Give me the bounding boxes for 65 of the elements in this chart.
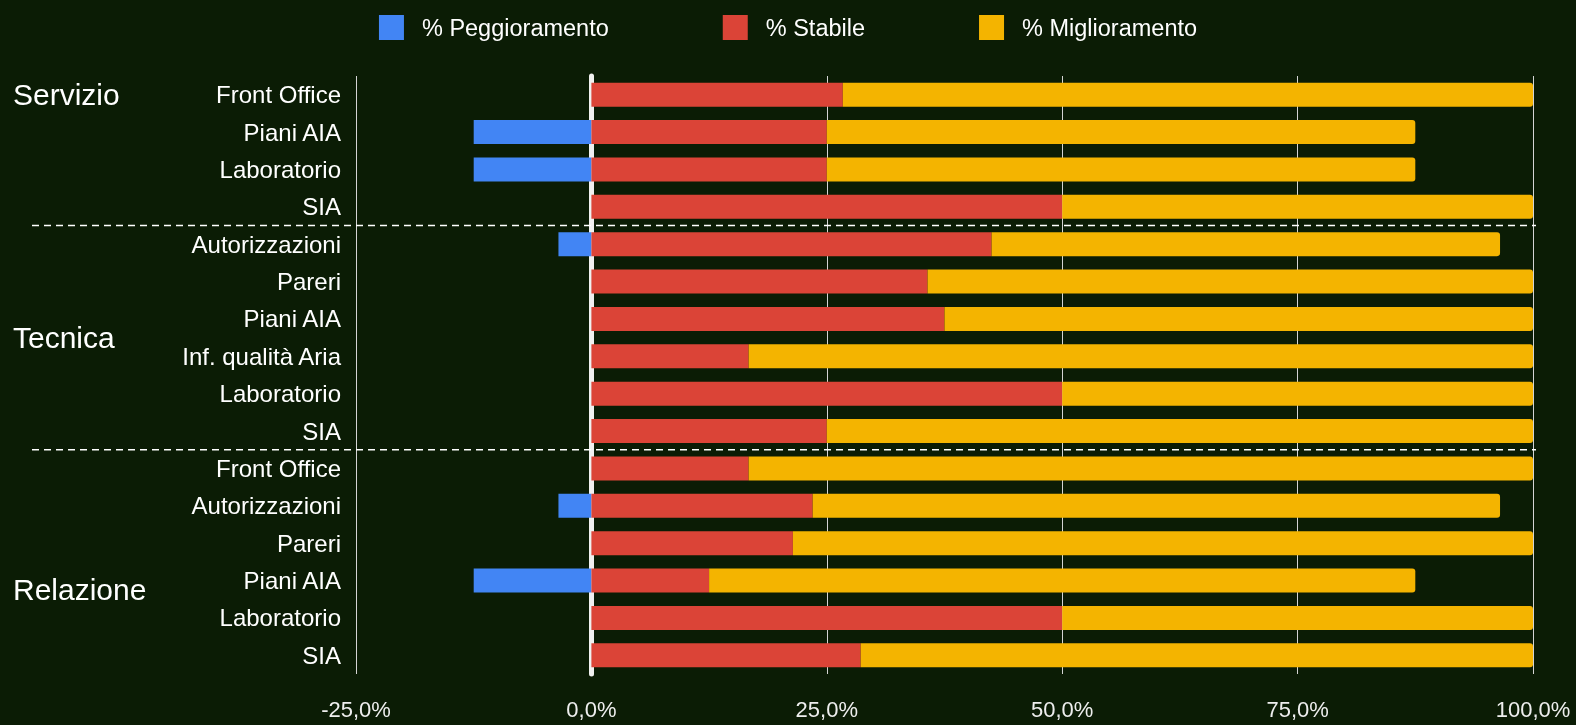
bar <box>1062 605 1533 630</box>
y-tick-label: Autorizzazioni <box>191 492 341 520</box>
bar <box>591 381 1063 406</box>
bar <box>473 568 592 593</box>
text: Relazione <box>13 573 147 607</box>
text: Tecnica <box>13 321 116 355</box>
y-tick-label: SIA <box>302 417 341 445</box>
bar <box>1062 194 1533 219</box>
bar <box>558 493 592 518</box>
bar <box>591 232 992 257</box>
bar <box>591 82 843 107</box>
bar <box>473 157 592 182</box>
legend-label: % Stabile <box>765 14 866 41</box>
bar <box>591 120 827 145</box>
bar <box>944 306 1533 331</box>
x-tick-label: 50,0% <box>1031 696 1094 722</box>
bar <box>748 456 1533 481</box>
bar <box>860 643 1533 668</box>
bar <box>842 82 1533 107</box>
bar <box>792 531 1533 556</box>
bar <box>826 157 1416 182</box>
y-tick-label: Laboratorio <box>219 380 341 408</box>
bar <box>591 269 928 294</box>
y-tick-label: Front Office <box>216 81 341 109</box>
legend-label: % Peggioramento <box>421 14 609 41</box>
bar <box>591 157 827 182</box>
y-tick-label: Front Office <box>216 454 341 482</box>
y-tick-label: SIA <box>302 641 341 669</box>
y-tick-label: SIA <box>302 193 341 221</box>
y-tick-label: Autorizzazioni <box>191 230 341 258</box>
bar <box>591 605 1063 630</box>
y-tick-label: Laboratorio <box>219 155 341 183</box>
bar <box>991 232 1501 257</box>
x-tick-label: 0,0% <box>566 696 617 722</box>
bar <box>812 493 1501 518</box>
y-tick-label: Piani AIA <box>243 118 341 146</box>
bar <box>591 531 793 556</box>
bar <box>1062 381 1533 406</box>
bar <box>591 456 749 481</box>
y-tick-label: Pareri <box>276 529 341 557</box>
x-tick-label: 75,0% <box>1266 696 1329 722</box>
x-tick-label: 100,0% <box>1495 696 1571 722</box>
bar <box>748 344 1533 369</box>
bar <box>591 643 861 668</box>
bar <box>591 493 813 518</box>
y-tick-label: Laboratorio <box>219 604 341 632</box>
bar <box>591 344 749 369</box>
bar <box>591 306 945 331</box>
bar <box>591 194 1063 219</box>
bar <box>558 232 592 257</box>
text: Servizio <box>13 78 120 112</box>
y-tick-label: Piani AIA <box>243 305 341 333</box>
bar <box>709 568 1416 593</box>
x-tick-label: 25,0% <box>795 696 858 722</box>
bar <box>473 120 592 145</box>
bar <box>591 568 710 593</box>
y-tick-label: Piani AIA <box>243 567 341 595</box>
y-tick-label: Inf. qualità Aria <box>182 342 342 370</box>
bar <box>826 419 1533 444</box>
bar <box>927 269 1533 294</box>
legend-label: % Miglioramento <box>1022 14 1198 41</box>
x-tick-label: -25,0% <box>321 696 391 722</box>
y-tick-label: Pareri <box>276 268 341 296</box>
bar <box>826 120 1416 145</box>
bar <box>591 419 827 444</box>
